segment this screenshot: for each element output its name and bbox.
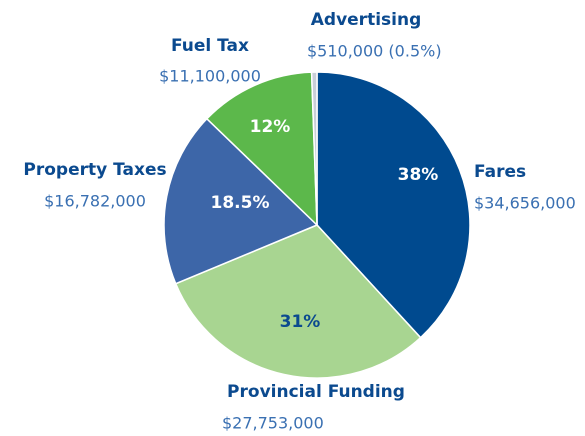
pie-slice	[316, 71, 471, 339]
category-label: Property Taxes	[23, 160, 166, 180]
category-label: Advertising	[311, 10, 422, 30]
percent-label: 38%	[398, 165, 439, 185]
value-label: $510,000 (0.5%)	[307, 42, 442, 61]
pie-slice	[310, 71, 318, 226]
pie-slice	[163, 117, 319, 285]
value-label: $11,100,000	[159, 67, 261, 86]
category-label: Fuel Tax	[171, 36, 249, 56]
value-label: $27,753,000	[222, 414, 324, 433]
value-label: $34,656,000	[474, 194, 576, 213]
pie-slice	[205, 71, 318, 227]
pie-slice	[174, 224, 422, 379]
percent-label: 12%	[250, 117, 291, 137]
category-label: Fares	[474, 162, 526, 182]
category-label: Provincial Funding	[227, 382, 405, 402]
percent-label: 31%	[280, 312, 321, 332]
value-label: $16,782,000	[44, 192, 146, 211]
percent-label: 18.5%	[211, 193, 270, 213]
